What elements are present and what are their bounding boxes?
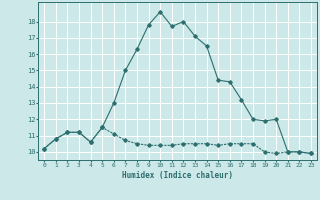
X-axis label: Humidex (Indice chaleur): Humidex (Indice chaleur) [122,171,233,180]
